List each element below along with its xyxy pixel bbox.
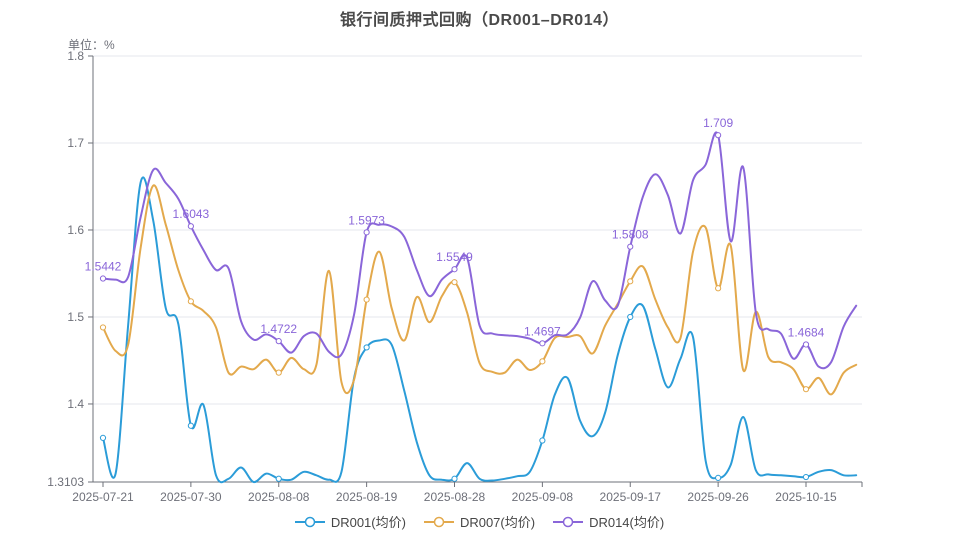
data-point-marker xyxy=(451,266,458,273)
data-point-marker xyxy=(363,344,370,351)
data-point-marker xyxy=(451,279,458,286)
legend-marker-icon xyxy=(553,516,584,527)
data-point-marker xyxy=(715,285,722,292)
legend-marker-icon xyxy=(423,516,454,527)
series-line-dr014 xyxy=(102,131,858,370)
legend-label: DR014(均价) xyxy=(589,515,665,530)
legend-item-dr001[interactable]: DR001(均价) xyxy=(294,512,406,531)
data-point-marker xyxy=(99,434,107,441)
point-label: 1.5549 xyxy=(436,250,473,264)
data-point-marker xyxy=(275,475,282,482)
x-axis-label: 2025-07-21 xyxy=(72,490,134,504)
data-point-marker xyxy=(187,298,194,305)
data-point-marker xyxy=(715,474,722,482)
y-axis-label: 1.4 xyxy=(67,397,84,411)
data-point-marker xyxy=(451,475,458,482)
data-point-marker xyxy=(363,296,370,303)
data-point-marker xyxy=(802,473,810,481)
x-axis-label: 2025-08-28 xyxy=(424,490,486,504)
y-axis-label: 1.8 xyxy=(67,49,84,63)
point-label: 1.709 xyxy=(703,116,733,130)
data-point-marker xyxy=(99,324,107,331)
data-point-marker xyxy=(187,223,194,230)
point-label: 1.5442 xyxy=(85,260,122,274)
y-axis-label: 1.6 xyxy=(67,223,84,237)
legend-label: DR001(均价) xyxy=(330,515,406,530)
x-axis-label: 2025-09-08 xyxy=(512,490,574,504)
data-point-marker xyxy=(539,437,546,444)
data-point-marker xyxy=(539,358,546,365)
legend-item-dr007[interactable]: DR007(均价) xyxy=(423,512,536,531)
legend-marker-icon xyxy=(294,516,325,527)
legend: DR001(均价) DR007(均价) DR014(均价) xyxy=(0,512,959,531)
point-label: 1.4722 xyxy=(260,322,297,336)
point-label: 1.5808 xyxy=(612,228,649,242)
point-label: 1.6043 xyxy=(173,207,210,221)
data-point-marker xyxy=(802,341,810,348)
x-axis-label: 2025-08-19 xyxy=(336,490,398,504)
point-label: 1.4684 xyxy=(788,325,825,339)
data-point-marker xyxy=(275,338,282,345)
data-point-marker xyxy=(275,369,282,376)
x-axis-label: 2025-07-30 xyxy=(160,490,222,504)
series-line-dr007 xyxy=(102,184,858,396)
x-axis-label: 2025-10-15 xyxy=(775,490,837,504)
data-point-marker xyxy=(99,275,107,282)
data-point-marker xyxy=(187,422,194,429)
data-point-marker xyxy=(627,243,634,250)
point-label: 1.5973 xyxy=(348,213,385,227)
legend-item-dr014[interactable]: DR014(均价) xyxy=(553,512,664,531)
point-label: 1.4697 xyxy=(524,324,561,338)
data-point-marker xyxy=(539,340,546,347)
data-point-marker xyxy=(363,229,370,236)
x-axis-label: 2025-09-26 xyxy=(687,490,749,504)
y-axis-label: 1.7 xyxy=(67,136,84,150)
x-axis-label: 2025-08-08 xyxy=(248,490,310,504)
legend-label: DR007(均价) xyxy=(459,515,536,530)
unit-label: 单位：% xyxy=(68,38,115,52)
chart-title: 银行间质押式回购（DR001–DR014） xyxy=(339,12,619,29)
data-point-marker xyxy=(627,278,634,285)
y-axis-label: 1.5 xyxy=(67,310,84,324)
y-axis-label: 1.3103 xyxy=(47,475,84,489)
data-point-marker xyxy=(715,132,722,139)
series-line-dr001 xyxy=(102,176,858,484)
x-axis-label: 2025-09-17 xyxy=(600,490,662,504)
data-point-marker xyxy=(802,386,810,393)
data-point-marker xyxy=(627,313,634,321)
